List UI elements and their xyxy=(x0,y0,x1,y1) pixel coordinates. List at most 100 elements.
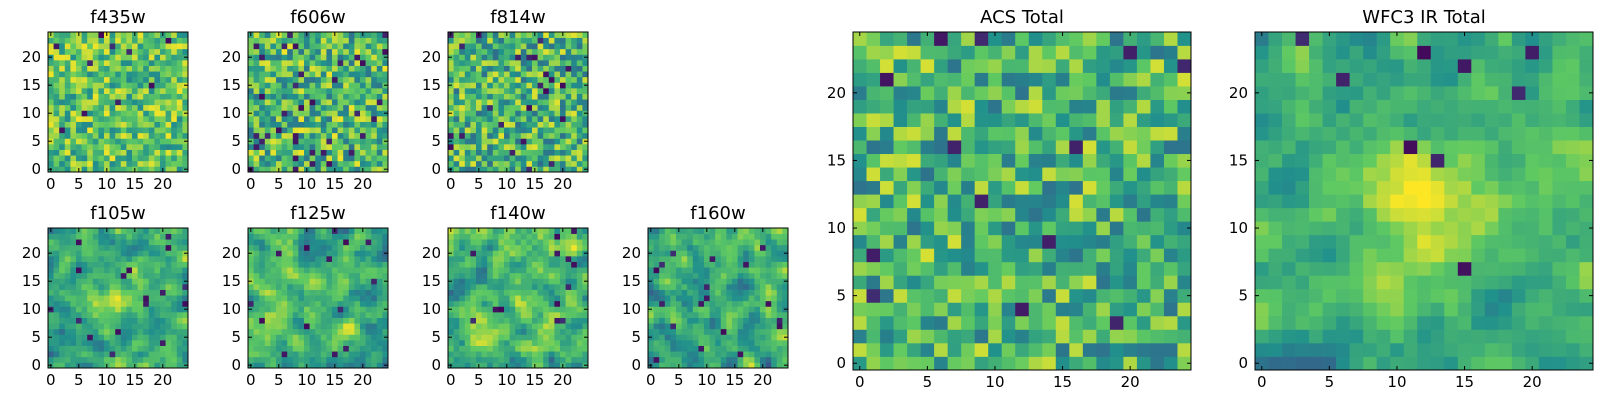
heatmap-cell xyxy=(87,284,94,290)
heatmap-cell xyxy=(287,278,294,285)
heatmap-cell xyxy=(98,351,105,358)
heatmap-cell xyxy=(532,345,538,352)
heatmap-cell xyxy=(448,127,454,134)
heatmap-cell xyxy=(337,149,344,156)
heatmap-cell xyxy=(76,155,82,162)
heatmap-cell xyxy=(98,54,105,61)
heatmap-cell xyxy=(515,272,522,279)
y-tick-label: 0 xyxy=(431,356,441,374)
heatmap-cell xyxy=(737,228,744,234)
heatmap-cell xyxy=(315,244,322,251)
heatmap-cell xyxy=(120,267,127,274)
heatmap-cell xyxy=(320,284,327,290)
heatmap-cell xyxy=(81,295,88,302)
heatmap-cell xyxy=(109,48,116,55)
heatmap-cell xyxy=(974,329,989,344)
heatmap-cell xyxy=(154,345,161,352)
heatmap-cell xyxy=(292,250,299,257)
heatmap-cell xyxy=(648,284,654,290)
heatmap-cell xyxy=(664,228,671,234)
heatmap-cell xyxy=(143,149,150,156)
heatmap-cell xyxy=(64,71,71,78)
heatmap-cell xyxy=(376,32,383,38)
heatmap-cell xyxy=(137,65,144,72)
heatmap-cell xyxy=(98,32,105,38)
heatmap-cell xyxy=(470,233,477,240)
heatmap-cell xyxy=(148,121,155,128)
heatmap-cell xyxy=(498,340,505,346)
heatmap-cell xyxy=(264,93,271,100)
heatmap-cell xyxy=(760,300,766,307)
heatmap-cell xyxy=(1150,356,1165,371)
heatmap-cell xyxy=(554,144,561,150)
heatmap-cell xyxy=(53,356,60,363)
heatmap-cell xyxy=(532,267,538,274)
heatmap-cell xyxy=(276,278,282,285)
heatmap-cell xyxy=(337,306,344,313)
heatmap-cell xyxy=(348,267,355,274)
heatmap-cell xyxy=(176,239,183,246)
heatmap-cell xyxy=(676,317,682,324)
heatmap-cell xyxy=(360,239,366,246)
heatmap-cell xyxy=(520,317,527,324)
heatmap-cell xyxy=(371,278,378,285)
heatmap-cell xyxy=(520,93,527,100)
heatmap-cell xyxy=(154,233,161,240)
heatmap-cell xyxy=(481,340,488,346)
heatmap-cell xyxy=(1136,207,1151,222)
heatmap-cell xyxy=(492,60,499,66)
heatmap-cell xyxy=(348,278,355,285)
heatmap-cell xyxy=(309,110,316,117)
heatmap-cell xyxy=(337,32,344,38)
heatmap-cell xyxy=(920,194,935,209)
heatmap-cell xyxy=(87,99,94,106)
heatmap-cell xyxy=(137,60,144,66)
heatmap-cell xyxy=(309,340,316,346)
heatmap-cell xyxy=(504,306,510,313)
heatmap-cell xyxy=(264,261,271,268)
heatmap-cell xyxy=(81,345,88,352)
heatmap-cell xyxy=(365,289,372,296)
heatmap-cell xyxy=(537,300,544,307)
heatmap-cell xyxy=(109,289,116,296)
heatmap-cell xyxy=(459,88,466,94)
heatmap-cell xyxy=(287,306,294,313)
heatmap-cell xyxy=(98,233,105,240)
heatmap-cell xyxy=(182,37,189,44)
heatmap-cell xyxy=(732,340,738,346)
heatmap-cell xyxy=(64,233,71,240)
heatmap-cell xyxy=(165,65,172,72)
heatmap-cell xyxy=(148,323,155,330)
heatmap-cell xyxy=(309,306,316,313)
heatmap-cell xyxy=(81,284,88,290)
heatmap-cell xyxy=(560,300,566,307)
heatmap-cell xyxy=(332,132,338,139)
heatmap-cell xyxy=(487,323,494,330)
heatmap-cell xyxy=(48,71,54,78)
heatmap-cell xyxy=(1069,248,1084,263)
heatmap-cell xyxy=(248,267,254,274)
heatmap-cell xyxy=(320,132,327,139)
heatmap-cell xyxy=(365,93,372,100)
heatmap-cell xyxy=(732,272,738,279)
heatmap-cell xyxy=(143,356,150,363)
heatmap-cell xyxy=(754,317,761,324)
heatmap-cell xyxy=(560,116,566,122)
heatmap-cell xyxy=(498,300,505,307)
heatmap-cell xyxy=(659,323,666,330)
heatmap-cell xyxy=(270,110,277,117)
heatmap-cell xyxy=(659,295,666,302)
heatmap-cell xyxy=(264,76,271,83)
heatmap-cell xyxy=(526,48,533,55)
heatmap-cell xyxy=(332,334,338,341)
heatmap-cell xyxy=(520,127,527,134)
heatmap-cell xyxy=(332,345,338,352)
heatmap-cell xyxy=(76,289,82,296)
heatmap-cell xyxy=(776,340,783,346)
heatmap-cell xyxy=(880,153,894,168)
heatmap-cell xyxy=(1055,261,1070,276)
heatmap-cell xyxy=(309,99,316,106)
heatmap-cell xyxy=(48,340,54,346)
heatmap-cell xyxy=(270,76,277,83)
heatmap-cell xyxy=(48,261,54,268)
